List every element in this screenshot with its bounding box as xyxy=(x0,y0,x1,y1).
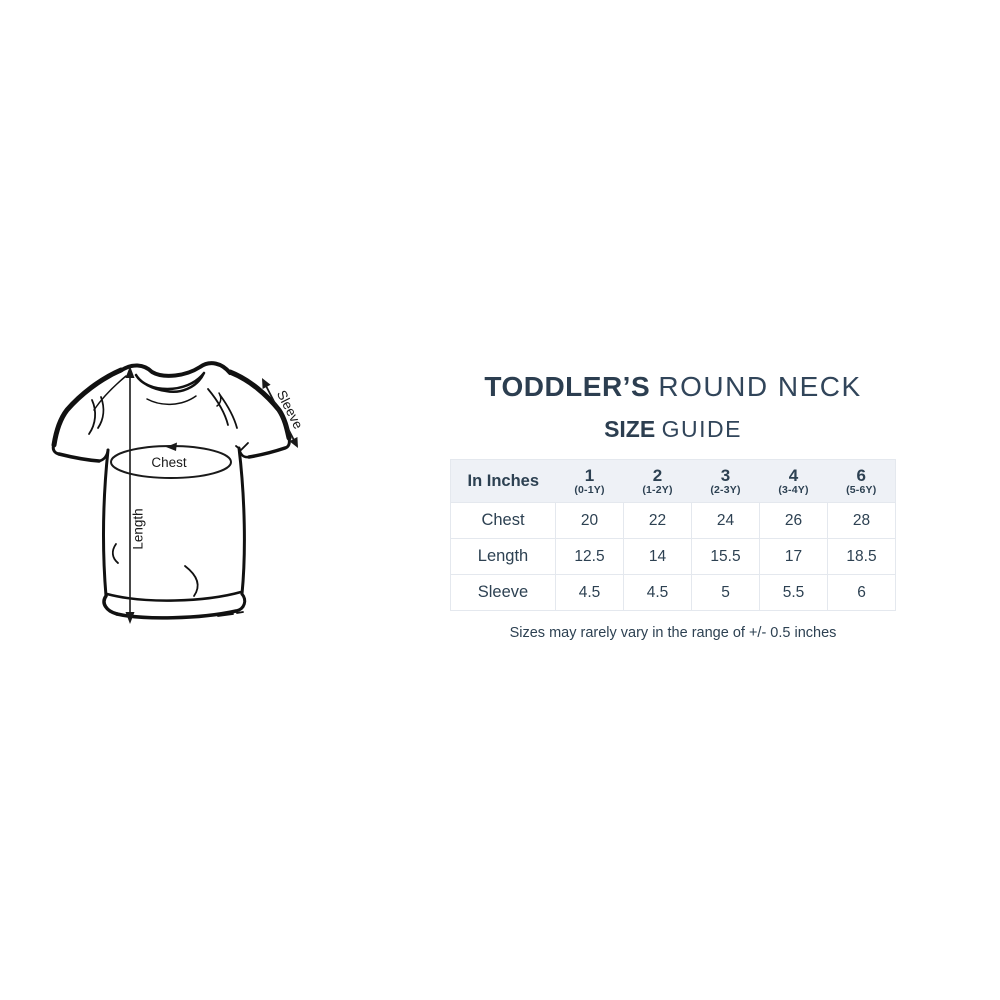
size-column-header: 4 (3-4Y) xyxy=(759,459,828,503)
tshirt-illustration: Chest Length Sleeve xyxy=(51,361,306,624)
tshirt-hem-bottom xyxy=(115,609,238,620)
tshirt-collar-echo xyxy=(146,395,197,405)
row-label-chest: Chest xyxy=(450,502,556,539)
chest-value-cell: 20 xyxy=(555,502,624,539)
chest-value-cell: 28 xyxy=(827,502,896,539)
length-value-cell: 17 xyxy=(759,538,828,575)
tshirt-left-shoulder xyxy=(51,367,124,448)
row-label-length: Length xyxy=(450,538,556,575)
size-column-header: 1 (0-1Y) xyxy=(555,459,624,503)
tshirt-measurement-diagram: Chest Length Sleeve xyxy=(40,348,320,648)
sleeve-arrow-top xyxy=(262,378,271,389)
size-column-header: 2 (1-2Y) xyxy=(623,459,692,503)
length-value-cell: 14 xyxy=(623,538,692,575)
sleeve-arrow-bottom xyxy=(289,437,298,448)
tshirt-hem-right xyxy=(234,592,247,613)
tshirt-fold-right-sleeve-1 xyxy=(207,388,229,426)
size-age-range: (5-6Y) xyxy=(846,483,877,496)
sleeve-value-cell: 4.5 xyxy=(623,574,692,611)
tshirt-right-side xyxy=(237,446,246,596)
size-number: 6 xyxy=(856,465,866,485)
tshirt-body-fill xyxy=(52,363,290,618)
tshirt-left-side xyxy=(102,448,110,598)
table-row-sleeve: Sleeve 4.5 4.5 5 5.5 6 xyxy=(450,574,896,611)
tshirt-fold-left-sleeve-2 xyxy=(97,396,105,429)
size-age-range: (2-3Y) xyxy=(710,483,741,496)
sleeve-value-cell: 5 xyxy=(691,574,760,611)
length-arrow-bottom xyxy=(125,612,135,624)
table-row-chest: Chest 20 22 24 26 28 xyxy=(450,502,896,539)
tshirt-hem-dashes xyxy=(217,611,244,617)
size-number: 1 xyxy=(584,465,595,485)
size-age-range: (0-1Y) xyxy=(574,483,605,496)
unit-header-label: In Inches xyxy=(467,471,540,490)
table-row-length: Length 12.5 14 15.5 17 18.5 xyxy=(450,538,896,575)
tolerance-note: Sizes may rarely vary in the range of +/… xyxy=(509,625,837,641)
length-arrow-top xyxy=(125,366,135,378)
tshirt-fold-left-sleeve-1 xyxy=(88,399,96,435)
sleeve-measure-line xyxy=(263,381,297,445)
tshirt-fold-right-sleeve-2 xyxy=(219,394,238,429)
sleeve-value-cell: 4.5 xyxy=(555,574,624,611)
size-guide-panel: TODDLER’S ROUND NECK SIZE GUIDE In Inche… xyxy=(450,371,896,642)
chest-value-cell: 22 xyxy=(623,502,692,539)
size-column-header: 3 (2-3Y) xyxy=(691,459,760,503)
size-table: In Inches 1 (0-1Y) 2 (1-2Y) 3 (2-3Y) 4 (3-4Y… xyxy=(450,459,896,611)
tshirt-hem-left xyxy=(102,594,119,616)
tshirt-collar-top xyxy=(118,361,232,378)
tshirt-right-sleeve-bottom xyxy=(247,446,287,459)
row-label-sleeve: Sleeve xyxy=(450,574,556,611)
size-age-range: (1-2Y) xyxy=(642,483,673,496)
sleeve-value-cell: 5.5 xyxy=(759,574,828,611)
subtitle-light-segment: GUIDE xyxy=(661,416,742,442)
page-subtitle: SIZE GUIDE xyxy=(450,417,896,442)
unit-header-cell: In Inches xyxy=(450,459,556,503)
tshirt-fold-right-armpit xyxy=(235,442,249,451)
size-column-header: 6 (5-6Y) xyxy=(827,459,896,503)
chest-arrow-head xyxy=(166,442,177,451)
length-value-cell: 15.5 xyxy=(691,538,760,575)
tshirt-fold-body xyxy=(184,565,199,597)
tshirt-fold-hem-left xyxy=(111,543,119,564)
tshirt-hem-top-line xyxy=(105,590,243,602)
subtitle-bold-segment: SIZE xyxy=(604,416,656,442)
page-title: TODDLER’S ROUND NECK xyxy=(450,371,896,402)
chest-value-cell: 24 xyxy=(691,502,760,539)
tshirt-left-seam-echo xyxy=(93,375,127,411)
chest-value-cell: 26 xyxy=(759,502,828,539)
length-value-cell: 12.5 xyxy=(555,538,624,575)
size-age-range: (3-4Y) xyxy=(778,483,809,496)
tshirt-left-sleeve-bottom xyxy=(57,452,101,463)
sleeve-value-cell: 6 xyxy=(827,574,896,611)
size-number: 4 xyxy=(788,465,799,485)
tshirt-collar-crescent xyxy=(134,371,206,393)
size-table-header-row: In Inches 1 (0-1Y) 2 (1-2Y) 3 (2-3Y) 4 (3-4Y… xyxy=(450,459,896,503)
size-number: 2 xyxy=(652,465,663,485)
length-value-cell: 18.5 xyxy=(827,538,896,575)
chest-label: Chest xyxy=(151,455,187,470)
size-number: 3 xyxy=(720,465,731,485)
title-bold-segment: TODDLER’S xyxy=(484,371,651,402)
title-light-segment: ROUND NECK xyxy=(658,371,862,402)
length-label: Length xyxy=(131,508,146,549)
